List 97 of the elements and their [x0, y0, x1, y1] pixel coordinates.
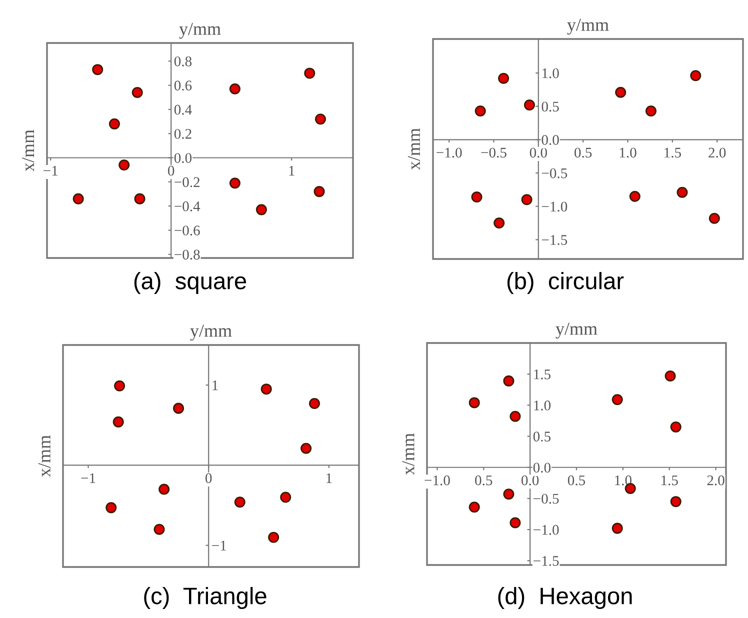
point [229, 178, 240, 189]
point [612, 394, 623, 406]
y-tick-label: 0.2 [174, 128, 192, 139]
x-axis-title: y/mm [190, 324, 232, 341]
y-tick-label: −0.5 [534, 494, 559, 504]
x-tick-label: 0.5 [574, 148, 592, 158]
point [268, 532, 280, 543]
x-axis-title: y/mm [567, 18, 609, 35]
y-tick-label: 1.0 [534, 400, 551, 410]
y-tick-label: 0.8 [174, 56, 192, 66]
text: (d) Hexagon [498, 586, 632, 610]
point [708, 212, 720, 224]
y-tick-label: −1.0 [542, 202, 568, 212]
point [314, 114, 326, 125]
x-tick-label: 0 [168, 166, 174, 176]
x-axis-title: y/mm [556, 322, 598, 339]
x-tick-label: 1.5 [664, 148, 681, 158]
y-tick-label: −0.6 [174, 226, 200, 236]
y-tick-label: 1.0 [542, 68, 559, 78]
point [229, 83, 240, 94]
x-tick-label: 1 [326, 473, 332, 483]
point [106, 502, 117, 514]
point [134, 193, 146, 204]
point [118, 159, 130, 170]
point [92, 64, 104, 76]
y-axis-title: x/mm [402, 433, 414, 475]
point [300, 442, 312, 454]
point [629, 190, 640, 202]
y-tick-label: −0.4 [174, 201, 200, 212]
y-axis-title: x/mm [22, 130, 34, 172]
y-tick-label: 0.0 [542, 135, 559, 145]
text: (b) circular [507, 272, 624, 294]
point [304, 68, 316, 79]
point [503, 375, 514, 386]
point [154, 524, 165, 535]
point [256, 204, 267, 216]
point [494, 217, 505, 229]
x-tick-label: 1.5 [662, 476, 678, 486]
point [670, 421, 682, 432]
y-axis-title: x/mm [38, 435, 50, 477]
y-tick-label: 0.0 [533, 462, 551, 473]
y-tick-label: 0.6 [174, 80, 192, 91]
x-tick-label: −0.5 [481, 148, 506, 158]
y-tick-label: 1.5 [534, 370, 551, 380]
point [112, 416, 124, 428]
point [173, 402, 184, 414]
y-tick-label: −1.5 [542, 235, 568, 245]
x-tick-label: 0 [206, 473, 212, 484]
x-tick-label: −1.0 [436, 148, 462, 158]
y-tick-label: 0.5 [533, 432, 551, 442]
x-tick-label: 1.0 [620, 148, 636, 158]
x-tick-label: 0.0 [522, 475, 539, 486]
y-axis-title: x/mm [408, 128, 420, 170]
point [234, 496, 246, 508]
text: (a) square [134, 272, 246, 294]
point [132, 87, 143, 98]
y-tick-label: 0.5 [542, 102, 559, 112]
point [524, 99, 535, 111]
y-tick-label: −0.8 [174, 250, 200, 260]
point [471, 191, 482, 203]
x-tick-label: 1 [289, 166, 294, 176]
x-tick-label: 0.5 [568, 475, 586, 486]
x-tick-label: −1.0 [424, 475, 450, 486]
y-tick-label: −1.0 [534, 524, 559, 535]
point [260, 384, 272, 395]
x-axis-title: y/mm [179, 22, 221, 39]
point [615, 86, 626, 98]
point [314, 186, 325, 198]
point [474, 105, 486, 117]
point [158, 484, 170, 495]
point [510, 517, 521, 528]
x-tick-label: −1 [81, 473, 96, 483]
point [690, 70, 702, 82]
point [670, 496, 682, 508]
point [468, 502, 480, 513]
x-tick-label: −1 [44, 166, 58, 176]
point [612, 522, 623, 534]
point [498, 72, 510, 84]
y-tick-label: −1.5 [534, 556, 559, 566]
point [468, 397, 480, 408]
y-tick-label: −0.2 [174, 177, 200, 188]
point [114, 380, 126, 392]
point [510, 410, 521, 422]
point [645, 105, 656, 117]
y-tick-label: 0.4 [174, 104, 192, 115]
x-tick-label: 2.0 [708, 148, 726, 158]
point [72, 193, 84, 204]
x-tick-label: 2.0 [707, 475, 724, 486]
point [108, 118, 120, 130]
point [664, 370, 676, 382]
point [676, 186, 688, 198]
point [308, 398, 320, 410]
x-tick-label: 0.5 [475, 475, 492, 486]
text: (c) Triangle [144, 586, 266, 610]
point [280, 492, 292, 503]
point [503, 488, 514, 500]
point [521, 194, 532, 206]
